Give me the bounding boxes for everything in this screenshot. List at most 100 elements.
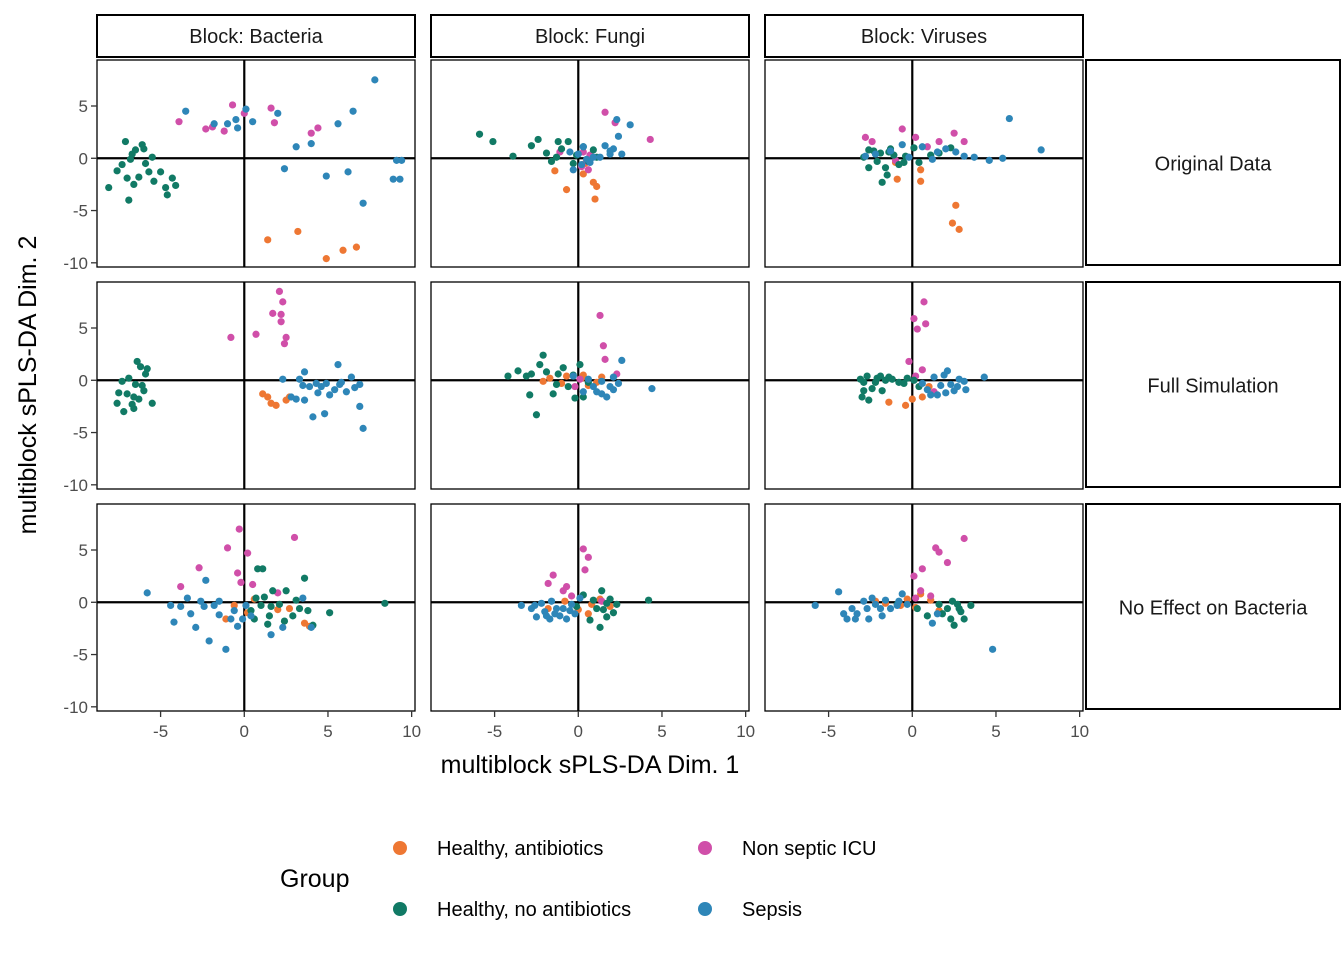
data-point [130, 180, 138, 189]
column-strip-block-viruses: Block: Viruses [764, 14, 1084, 58]
x-axis-title: multiblock sPLS-DA Dim. 1 [441, 751, 740, 779]
data-point [885, 398, 893, 406]
data-point [584, 375, 592, 383]
data-point [886, 604, 895, 613]
data-point [609, 386, 618, 394]
data-point [326, 391, 334, 399]
data-point [247, 612, 255, 620]
data-point [145, 168, 153, 176]
data-point [858, 393, 866, 401]
data-point [910, 314, 918, 323]
data-point [948, 597, 957, 605]
y-tick-label: 5 [79, 97, 88, 116]
legend-key [698, 841, 712, 855]
panels-layer [96, 59, 1084, 712]
data-point [967, 601, 975, 610]
data-point [811, 601, 819, 610]
data-point [183, 594, 191, 602]
data-point [170, 618, 178, 626]
data-point [314, 389, 322, 397]
data-point [601, 108, 609, 116]
data-point [888, 375, 896, 383]
data-point [546, 374, 554, 382]
data-point [942, 145, 950, 153]
data-point [843, 615, 851, 623]
data-point [644, 596, 653, 604]
data-point [264, 393, 272, 401]
data-point [177, 582, 185, 591]
data-point [344, 168, 352, 176]
data-point [562, 186, 571, 194]
data-point [195, 564, 203, 572]
panel-original-data-block-fungi [430, 59, 750, 268]
data-point [136, 363, 145, 371]
data-point [868, 385, 876, 393]
data-point [898, 590, 906, 598]
data-point [305, 382, 314, 391]
data-point [564, 137, 572, 146]
data-point [900, 158, 908, 167]
data-point [903, 600, 911, 608]
data-point [873, 157, 881, 166]
data-point [566, 607, 574, 615]
data-point [567, 600, 576, 608]
panel-frame [96, 59, 416, 268]
series-healthy-antibiotics [891, 158, 963, 233]
data-point [205, 637, 213, 645]
series-sepsis [811, 588, 997, 653]
data-point [900, 379, 908, 388]
data-point [275, 600, 284, 608]
data-point [589, 153, 597, 161]
data-point [626, 121, 634, 129]
data-point [314, 124, 322, 132]
data-point [270, 119, 279, 127]
data-point [596, 153, 604, 161]
series-non-septic-icu [227, 287, 290, 348]
data-point [551, 610, 559, 618]
data-point [252, 330, 260, 338]
data-point [123, 174, 131, 182]
series-sepsis [182, 76, 406, 207]
data-point [918, 393, 926, 401]
data-point [895, 597, 903, 605]
data-point [564, 382, 572, 391]
data-point [566, 148, 574, 156]
data-point [918, 565, 926, 573]
data-point [935, 137, 943, 146]
data-point [554, 370, 562, 378]
data-point [549, 390, 557, 398]
data-point [396, 175, 404, 183]
data-point [227, 333, 235, 342]
column-strip-label: Block: Fungi [535, 26, 645, 48]
data-point [886, 147, 895, 155]
data-point [249, 118, 257, 126]
column-strip-box [430, 14, 750, 58]
x-tick-label: -5 [487, 722, 502, 741]
data-point [589, 382, 597, 391]
data-point [960, 615, 968, 623]
data-point [331, 386, 339, 394]
data-point [903, 374, 911, 382]
data-point [210, 120, 218, 128]
data-point [933, 610, 941, 618]
data-point [356, 402, 364, 411]
data-point [853, 610, 861, 618]
legend-label: Sepsis [742, 899, 802, 921]
data-point [163, 191, 171, 199]
data-point [242, 105, 250, 113]
data-point [970, 153, 978, 161]
x-tick-label: 5 [991, 722, 1000, 741]
data-point [322, 255, 330, 263]
legend: Group Healthy, antibiotics Non septic ICU… [280, 838, 877, 921]
data-point [955, 225, 963, 233]
data-point [347, 373, 355, 381]
data-point [985, 156, 993, 164]
legend-item-sepsis: Sepsis [698, 899, 802, 921]
data-point [614, 132, 623, 140]
data-point [579, 545, 587, 553]
data-point [285, 604, 294, 613]
data-point [609, 609, 618, 617]
data-point [290, 533, 299, 542]
data-point [552, 153, 561, 161]
data-point [863, 604, 871, 613]
